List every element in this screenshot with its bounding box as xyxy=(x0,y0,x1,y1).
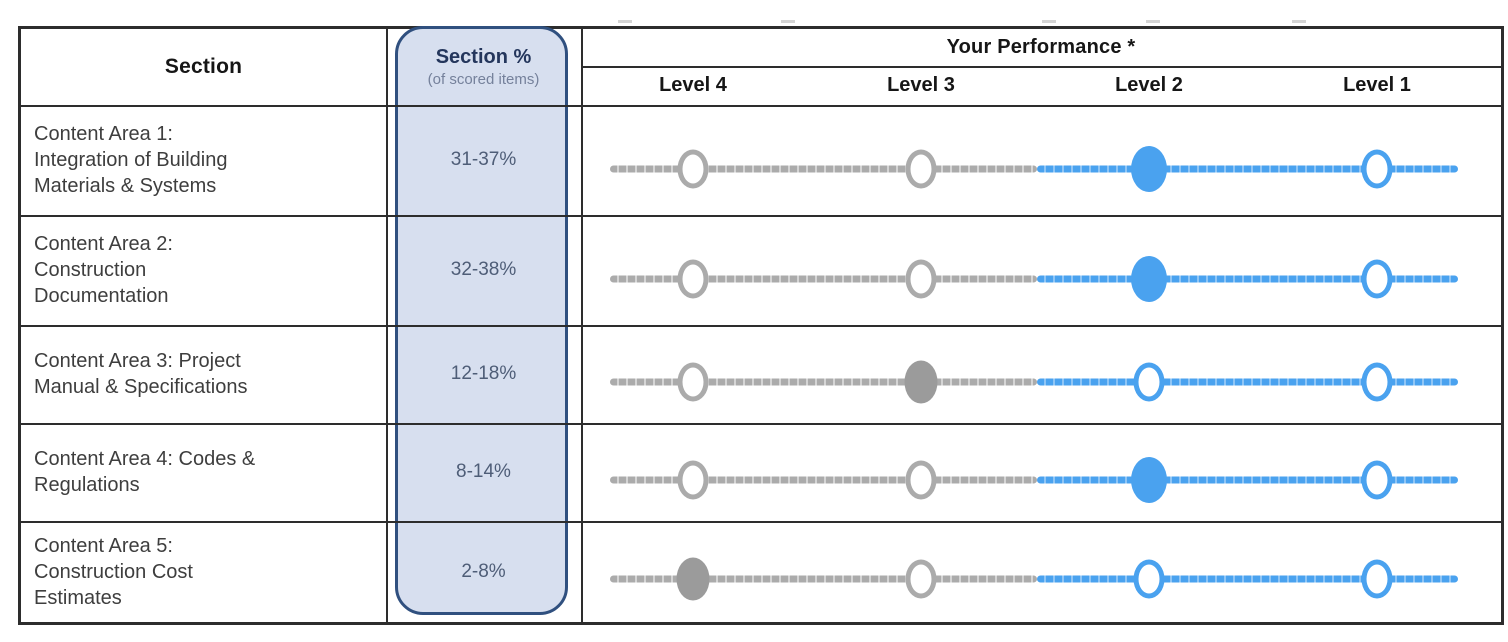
marker-level-1 xyxy=(1361,259,1393,299)
cropped-text-artifact xyxy=(1146,20,1160,23)
slider-track-gray xyxy=(610,575,1037,583)
slider-track-blue xyxy=(1037,275,1458,283)
section-pct-value: 31-37% xyxy=(450,149,517,170)
section-pct-value: 12-18% xyxy=(450,363,517,384)
cropped-text-artifact xyxy=(1042,20,1056,23)
marker-level-4 xyxy=(677,259,709,299)
row-divider xyxy=(21,215,1501,217)
marker-level-1 xyxy=(1361,460,1393,500)
marker-level-1 xyxy=(1361,559,1393,599)
marker-level-2 xyxy=(1131,146,1167,192)
marker-level-2 xyxy=(1131,457,1167,503)
slider-track-gray xyxy=(610,275,1037,283)
section-name: Content Area 2: Construction Documentati… xyxy=(34,233,173,307)
marker-level-3 xyxy=(905,460,937,500)
section-name: Content Area 4: Codes & Regulations xyxy=(34,448,256,496)
performance-table: Section Section % (of scored items) Your… xyxy=(18,26,1504,625)
slider-track-blue xyxy=(1037,575,1458,583)
row-divider xyxy=(21,521,1501,523)
slider-track-blue xyxy=(1037,165,1458,173)
marker-level-3 xyxy=(904,360,938,404)
marker-level-4 xyxy=(677,460,709,500)
slider-track-blue xyxy=(1037,476,1458,484)
row-divider xyxy=(21,325,1501,327)
section-name: Content Area 1: Integration of Building … xyxy=(34,123,228,197)
cropped-text-artifact xyxy=(781,20,795,23)
marker-level-3 xyxy=(905,559,937,599)
slider-track-gray xyxy=(610,378,1037,386)
performance-slider xyxy=(610,555,1458,603)
marker-level-2 xyxy=(1133,362,1165,402)
marker-level-1 xyxy=(1361,362,1393,402)
performance-slider xyxy=(610,456,1458,504)
marker-level-2 xyxy=(1133,559,1165,599)
marker-level-2 xyxy=(1131,256,1167,302)
slider-track-blue xyxy=(1037,378,1458,386)
performance-slider xyxy=(610,145,1458,193)
section-pct-value: 2-8% xyxy=(461,560,506,582)
marker-level-3 xyxy=(905,259,937,299)
header-subdivider xyxy=(581,66,1501,68)
marker-level-1 xyxy=(1361,149,1393,189)
section-pct-column-header: Section % (of scored items) xyxy=(386,29,581,105)
section-name: Content Area 3: Project Manual & Specifi… xyxy=(34,350,248,398)
section-name: Content Area 5: Construction Cost Estima… xyxy=(34,534,193,609)
section-pct-value: 8-14% xyxy=(456,461,511,482)
section-column-header: Section xyxy=(164,55,243,78)
section-pct-value: 32-38% xyxy=(450,259,517,280)
level-3-header: Level 3 xyxy=(887,74,955,96)
performance-column-header: Your Performance * xyxy=(946,36,1136,58)
row-divider xyxy=(21,105,1501,107)
marker-level-4 xyxy=(677,362,709,402)
row-divider xyxy=(21,423,1501,425)
cropped-text-artifact xyxy=(1292,20,1306,23)
performance-slider xyxy=(610,358,1458,406)
level-4-header: Level 4 xyxy=(659,74,727,96)
level-2-header: Level 2 xyxy=(1115,74,1183,96)
section-pct-subtitle: (of scored items) xyxy=(427,71,540,88)
section-pct-title: Section % xyxy=(435,46,532,68)
slider-track-gray xyxy=(610,165,1037,173)
cropped-text-artifact xyxy=(618,20,632,23)
marker-level-3 xyxy=(905,149,937,189)
slider-track-gray xyxy=(610,476,1037,484)
marker-level-4 xyxy=(677,149,709,189)
performance-slider xyxy=(610,255,1458,303)
level-1-header: Level 1 xyxy=(1343,74,1411,96)
marker-level-4 xyxy=(676,557,710,601)
